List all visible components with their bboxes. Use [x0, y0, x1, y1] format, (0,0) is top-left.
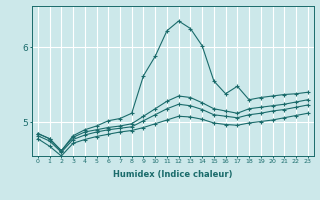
X-axis label: Humidex (Indice chaleur): Humidex (Indice chaleur)	[113, 170, 233, 179]
